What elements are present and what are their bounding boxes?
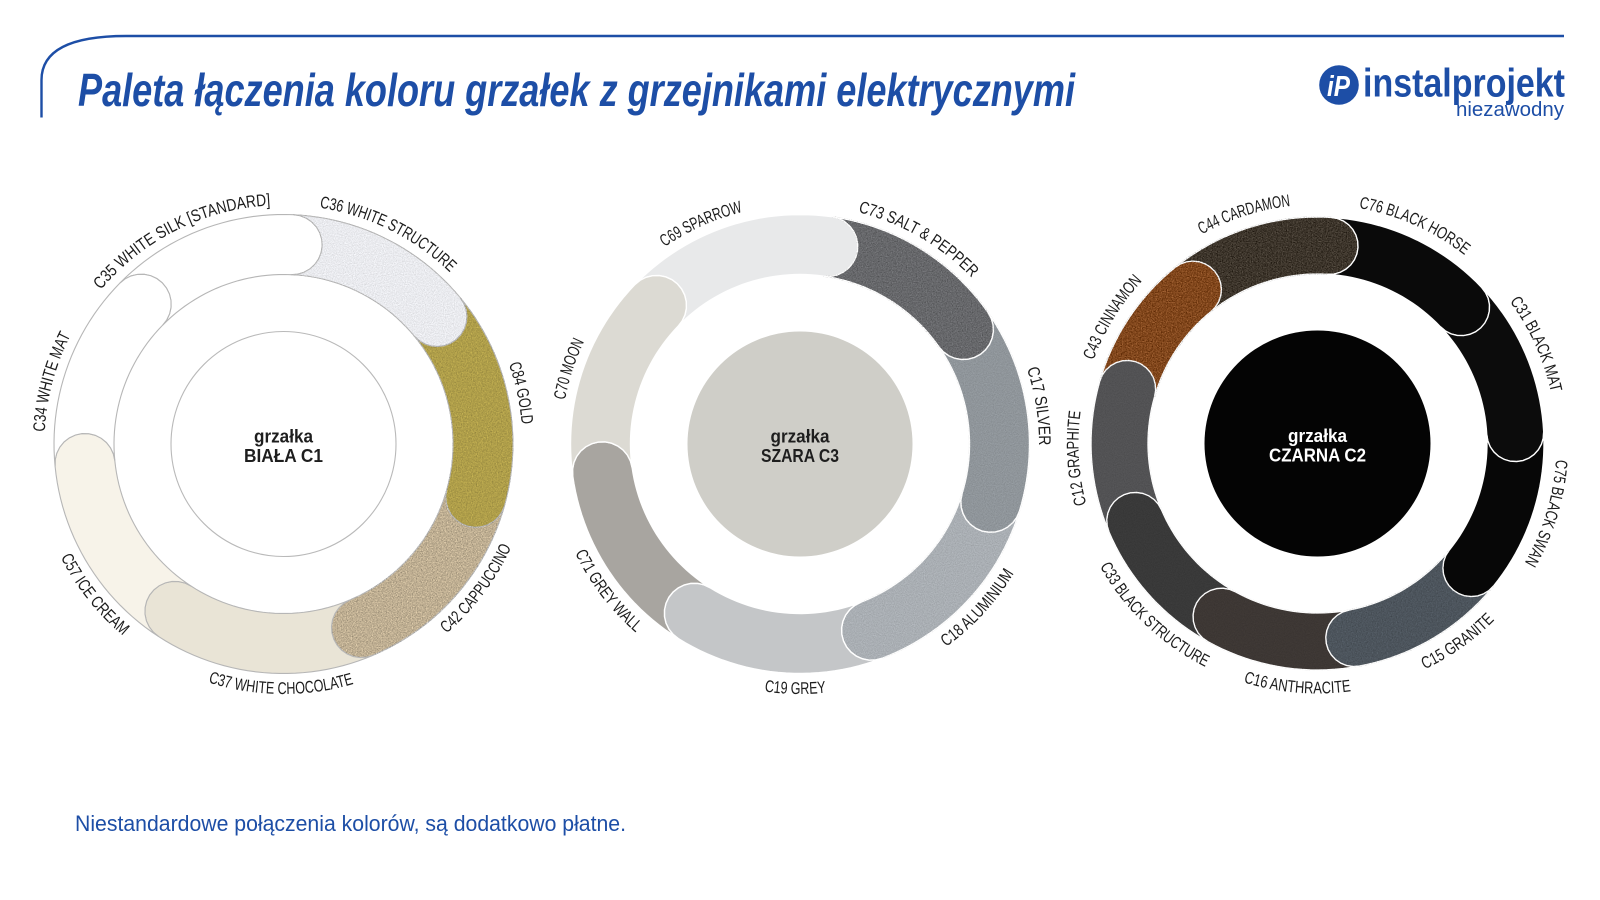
svg-text:BIAŁA C1: BIAŁA C1	[244, 446, 323, 466]
svg-text:grzałka: grzałka	[254, 427, 314, 447]
svg-text:Paleta łączenia koloru grzałek: Paleta łączenia koloru grzałek z grzejni…	[78, 64, 1076, 116]
svg-text:iP: iP	[1327, 71, 1351, 103]
svg-text:grzałka: grzałka	[1288, 426, 1348, 446]
svg-text:CZARNA C2: CZARNA C2	[1269, 446, 1366, 466]
svg-text:niezawodny: niezawodny	[1456, 98, 1565, 121]
svg-text:SZARA C3: SZARA C3	[761, 446, 839, 466]
svg-text:Niestandardowe połączenia kolo: Niestandardowe połączenia kolorów, są do…	[75, 811, 626, 836]
svg-text:instalprojekt: instalprojekt	[1363, 62, 1565, 106]
svg-text:grzałka: grzałka	[771, 427, 831, 447]
svg-text:C19 GREY: C19 GREY	[764, 677, 827, 698]
